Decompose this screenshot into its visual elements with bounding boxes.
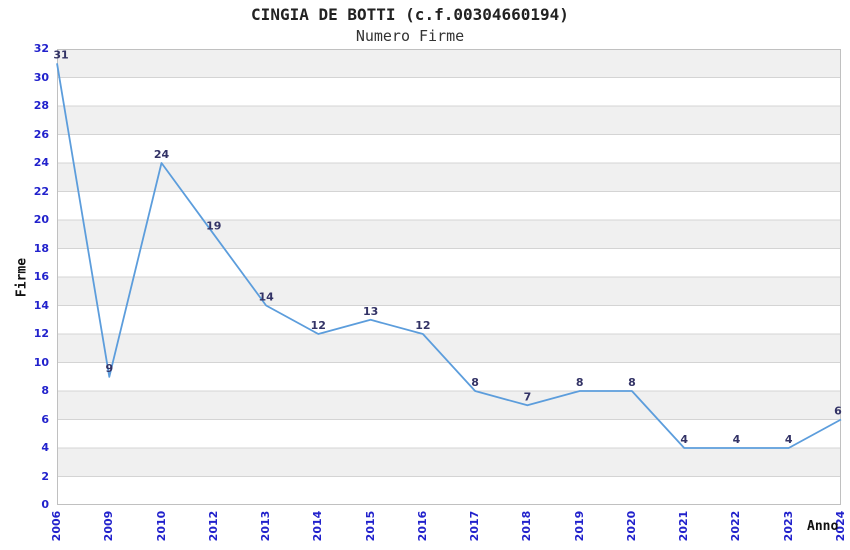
point-label: 14	[258, 291, 274, 304]
chart-subtitle: Numero Firme	[355, 27, 465, 45]
x-tick-label: 2010	[154, 510, 168, 542]
band-stripe	[57, 448, 841, 477]
x-axis-label: Anno	[807, 519, 839, 534]
x-tick-label: 2017	[468, 510, 482, 542]
x-tick-label: 2014	[311, 510, 325, 542]
point-label: 8	[576, 376, 584, 389]
x-tick-label: 2006	[50, 510, 63, 542]
x-tick-label: 2019	[572, 510, 586, 542]
band-stripe	[57, 391, 841, 420]
y-tick-label: 20	[33, 213, 49, 226]
plot-canvas: 31 9 24 19 14 12 13 12 8 7 8 8 4 4 4 6	[53, 48, 842, 505]
point-label: 12	[415, 319, 430, 332]
point-label: 6	[834, 405, 842, 418]
y-tick-label: 30	[33, 70, 49, 84]
x-tick-label: 2018	[520, 510, 534, 542]
plot-border	[57, 49, 841, 505]
y-tick-label: 2	[41, 469, 49, 483]
x-tick-label: 2020	[624, 510, 638, 542]
point-label: 4	[733, 433, 741, 446]
point-label: 24	[154, 148, 170, 161]
y-tick-label: 14	[33, 298, 49, 312]
x-tick-label: 2013	[259, 510, 273, 542]
y-tick-label: 32	[33, 42, 49, 55]
y-tick-label: 28	[33, 99, 49, 112]
point-label: 8	[628, 376, 636, 389]
point-label: 7	[524, 390, 532, 403]
band-stripe	[57, 334, 841, 363]
y-tick-label: 10	[33, 355, 49, 369]
plot-area: 31 9 24 19 14 12 13 12 8 7 8 8 4 4 4 6	[53, 48, 842, 505]
point-label: 12	[311, 319, 326, 332]
y-tick-label: 12	[33, 327, 49, 340]
y-tick-label: 4	[41, 441, 49, 454]
x-tick-label: 2016	[415, 510, 429, 542]
band-stripe	[57, 220, 841, 249]
y-tick-label: 16	[33, 270, 49, 283]
point-label: 13	[363, 305, 378, 318]
y-tick-label: 0	[41, 498, 49, 511]
y-tick-label: 18	[33, 241, 49, 255]
x-tick-label: 2023	[781, 510, 795, 542]
y-tick-label: 22	[33, 184, 49, 198]
point-label: 31	[53, 48, 68, 61]
point-label: 19	[206, 219, 221, 232]
data-line	[56, 63, 842, 449]
x-tick-label: 2022	[729, 510, 743, 542]
band-stripe	[57, 106, 841, 135]
point-label: 4	[680, 433, 688, 446]
y-tick-label: 6	[41, 412, 49, 426]
point-label: 4	[785, 433, 793, 446]
point-label: 8	[471, 376, 479, 389]
band-stripe	[57, 49, 841, 78]
y-tick-label: 8	[41, 384, 49, 397]
x-tick-label: 2009	[102, 510, 116, 542]
x-tick-label: 2015	[363, 510, 377, 542]
point-label: 9	[105, 362, 113, 375]
band-stripe	[57, 163, 841, 192]
y-tick-label: 24	[33, 156, 49, 169]
y-tick-label: 26	[33, 127, 49, 141]
x-tick-label: 2012	[206, 510, 220, 542]
band-stripe	[57, 277, 841, 306]
x-tick-label: 2021	[677, 510, 691, 542]
chart-title: CINGIA DE BOTTI (c.f.00304660194)	[251, 5, 569, 24]
